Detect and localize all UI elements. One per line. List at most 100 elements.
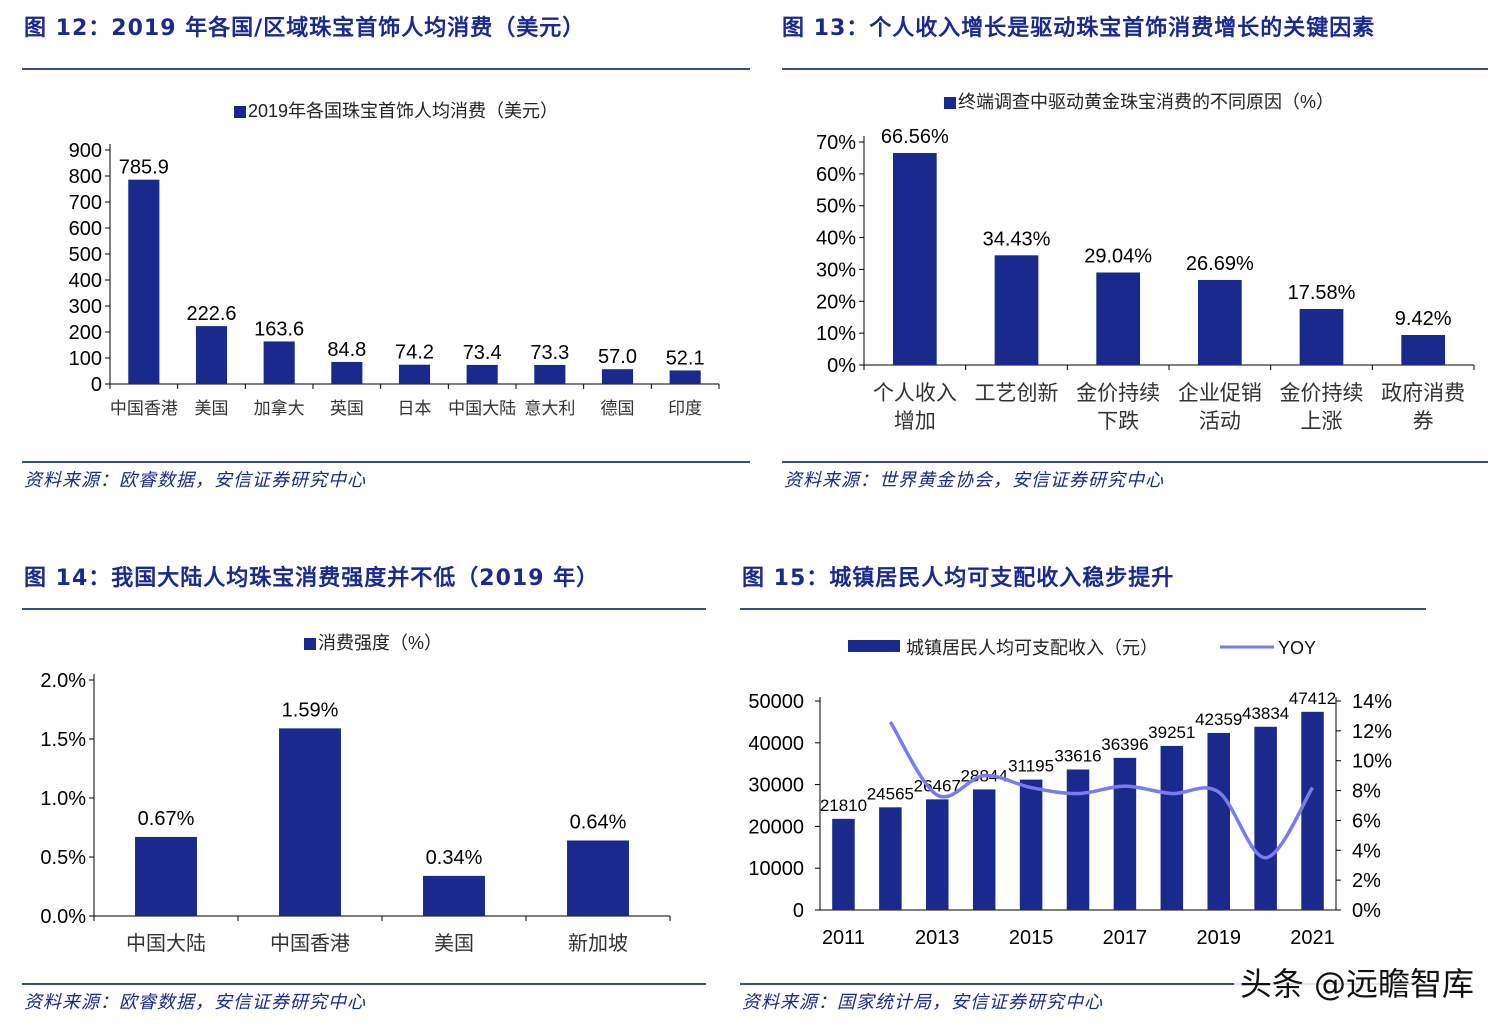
x-category-label: 加拿大 — [254, 398, 305, 418]
data-label: 36396 — [1101, 735, 1148, 754]
fig13-title-rule — [782, 68, 1488, 70]
x-tick-label: 2011 — [822, 927, 865, 949]
data-label: 74.2 — [395, 342, 434, 364]
x-category-label: 日本 — [398, 399, 432, 418]
y-tick-label-right: 14% — [1352, 691, 1392, 713]
data-label: 163.6 — [254, 318, 304, 340]
y-tick-label: 500 — [69, 244, 102, 266]
legend-label: 2019年各国珠宝首饰人均消费（美元） — [248, 101, 558, 121]
y-tick-label: 400 — [69, 270, 102, 292]
bar — [1254, 726, 1277, 910]
y-tick-label-right: 6% — [1352, 810, 1381, 832]
x-tick-label: 2013 — [915, 927, 960, 949]
x-tick-label: 2019 — [1196, 927, 1241, 949]
bar — [926, 799, 949, 910]
x-category-label: 企业促销 — [1178, 382, 1262, 405]
data-label: 57.0 — [598, 346, 637, 368]
x-category-label: 金价持续 — [1076, 382, 1160, 405]
data-label: 73.4 — [463, 342, 502, 364]
x-category-label: 券 — [1413, 410, 1434, 433]
fig15-title-rule — [740, 608, 1426, 610]
bar — [534, 364, 566, 384]
x-category-label: 中国大陆 — [448, 399, 516, 418]
fig14-source-rule — [22, 983, 706, 985]
bar — [1066, 769, 1090, 910]
legend-swatch — [304, 638, 316, 650]
data-label: 33616 — [1054, 746, 1101, 765]
data-label: 43834 — [1242, 704, 1289, 723]
data-label: 21810 — [820, 796, 867, 815]
x-category-label: 金价持续 — [1280, 382, 1364, 405]
x-tick-label: 2021 — [1290, 927, 1335, 949]
bar — [892, 152, 937, 365]
bar — [195, 326, 228, 384]
bar — [466, 364, 498, 384]
legend-label-line: YOY — [1278, 638, 1316, 658]
y-tick-label-right: 10% — [1352, 751, 1392, 773]
x-category-label: 个人收入 — [873, 382, 957, 405]
data-label: 9.42% — [1395, 308, 1452, 330]
fig13-title: 图 13：个人收入增长是驱动珠宝首饰消费增长的关键因素 — [782, 16, 1376, 41]
fig12-source-rule — [22, 461, 750, 463]
bar — [1207, 732, 1230, 910]
data-label: 84.8 — [327, 339, 366, 361]
y-tick-label: 1.0% — [40, 788, 86, 810]
fig15-chart: 城镇居民人均可支配收入（元） YOY 0 10000 20000 30000 40000 50… — [748, 638, 1392, 949]
fig12-title-rule — [22, 68, 750, 70]
x-category-label: 印度 — [668, 399, 702, 418]
legend-swatch-bar — [848, 640, 900, 652]
y-tick-label: 900 — [69, 140, 102, 162]
fig13-chart: 终端调查中驱动黄金珠宝消费的不同原因（%） 0% 10% 20% 30% 40% 50% 60… — [816, 92, 1475, 433]
x-category-label: 英国 — [330, 399, 364, 418]
y-tick-label: 800 — [69, 166, 102, 188]
data-label: 222.6 — [186, 303, 236, 325]
x-category-label: 上涨 — [1301, 410, 1343, 433]
data-label: 39251 — [1148, 723, 1195, 742]
data-label: 42359 — [1195, 710, 1242, 729]
x-category-label: 中国大陆 — [126, 932, 206, 955]
bar — [279, 728, 341, 916]
fig14-title: 图 14：我国大陆人均珠宝消费强度并不低（2019 年） — [24, 566, 600, 591]
bar — [1401, 334, 1446, 365]
fig15-source-rule — [740, 983, 1426, 985]
data-label: 34.43% — [983, 228, 1051, 250]
y-tick-label: 600 — [69, 218, 102, 240]
legend-label: 终端调查中驱动黄金珠宝消费的不同原因（%） — [958, 92, 1334, 112]
watermark: 头条 @远瞻智库 — [1233, 959, 1480, 1005]
data-label: 785.9 — [119, 157, 169, 179]
y-tick-label-left: 30000 — [748, 775, 804, 797]
x-category-label: 增加 — [894, 410, 936, 433]
bar — [972, 789, 996, 910]
bar — [601, 369, 634, 384]
bar — [1113, 757, 1137, 910]
fig12-source: 资料来源：欧睿数据，安信证券研究中心 — [24, 470, 366, 491]
y-tick-label: 20% — [816, 291, 856, 313]
data-label: 47412 — [1289, 689, 1336, 708]
x-category-label: 下跌 — [1097, 410, 1139, 433]
y-tick-label-left: 20000 — [748, 816, 804, 838]
y-tick-label-left: 0 — [793, 900, 804, 922]
data-label: 52.1 — [666, 347, 705, 369]
y-tick-label: 300 — [69, 296, 102, 318]
bar — [331, 361, 363, 384]
data-label: 73.3 — [530, 342, 569, 364]
fig15-source: 资料来源：国家统计局，安信证券研究中心 — [742, 992, 1103, 1013]
x-category-label: 工艺创新 — [975, 382, 1059, 405]
data-label: 66.56% — [881, 126, 949, 148]
bar — [1160, 745, 1184, 910]
legend-swatch — [234, 106, 246, 118]
x-category-label: 新加坡 — [568, 932, 628, 955]
y-tick-label-right: 8% — [1352, 781, 1381, 803]
y-tick-label: 40% — [816, 228, 856, 250]
x-category-label: 中国香港 — [110, 399, 178, 418]
bar — [832, 818, 855, 910]
y-tick-label-right: 2% — [1352, 870, 1381, 892]
fig12-chart: 2019年各国珠宝首饰人均消费（美元） 0 100 200 300 400 500 600 70… — [69, 101, 720, 418]
bar — [135, 836, 197, 916]
bar — [669, 370, 701, 384]
x-tick-label: 2015 — [1009, 927, 1054, 949]
y-tick-label: 2.0% — [40, 670, 86, 692]
y-tick-label: 700 — [69, 192, 102, 214]
fig14-source: 资料来源：欧睿数据，安信证券研究中心 — [24, 992, 366, 1013]
y-tick-label: 70% — [816, 132, 856, 154]
